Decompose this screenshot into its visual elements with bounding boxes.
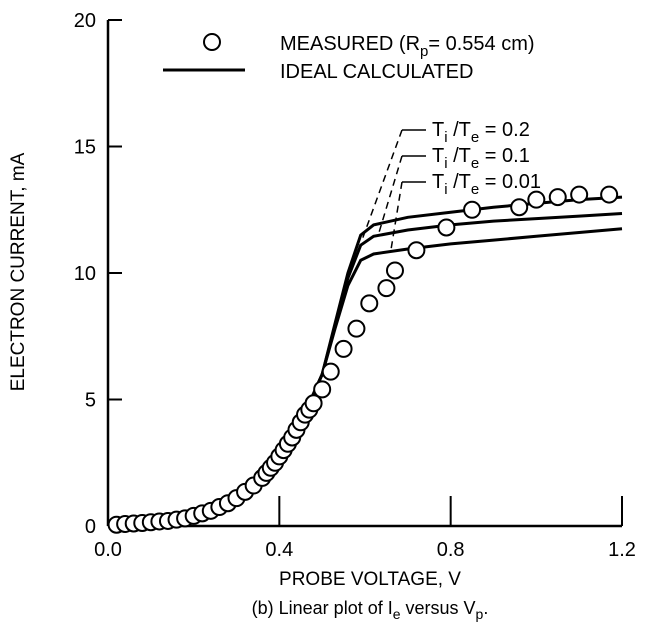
- measured-point: [570, 185, 589, 204]
- ideal-curve-2: [107, 212, 623, 528]
- measured-point: [527, 190, 546, 209]
- legend-ideal-label: IDEAL CALCULATED: [280, 61, 473, 83]
- y-tick-label: 0: [85, 516, 96, 538]
- annotation-leader: [389, 181, 403, 252]
- y-tick-label: 5: [85, 390, 96, 412]
- annotation-label: Ti /Te = 0.01: [432, 171, 541, 198]
- x-tick-label: 0.0: [94, 539, 122, 561]
- x-axis-label: PROBE VOLTAGE, V: [279, 569, 461, 590]
- measured-point: [321, 362, 340, 381]
- figure-caption: (b) Linear plot of Ie versus Vp.: [252, 598, 489, 622]
- ideal-curve-1: [107, 195, 623, 528]
- legend-marker-circle: [203, 33, 221, 51]
- x-tick-label: 0.8: [437, 539, 465, 561]
- measured-point: [510, 198, 529, 217]
- measured-point: [347, 319, 366, 338]
- x-tick-label: 0.4: [265, 539, 293, 561]
- y-tick-label: 15: [74, 137, 96, 159]
- y-tick-label: 20: [74, 10, 96, 32]
- x-tick-label: 1.2: [608, 539, 636, 561]
- measured-point: [304, 394, 323, 413]
- legend: MEASURED (Rp= 0.554 cm) IDEAL CALCULATED: [163, 33, 535, 83]
- measured-point: [377, 279, 396, 298]
- y-tick-label: 10: [74, 263, 96, 285]
- measured-point: [360, 294, 379, 313]
- annotation-label: Ti /Te = 0.1: [432, 145, 530, 172]
- legend-measured-label: MEASURED (Rp= 0.554 cm): [280, 33, 535, 60]
- measured-point: [600, 185, 619, 204]
- ideal-curve-3: [107, 227, 623, 528]
- annotation-label: Ti /Te = 0.2: [432, 119, 530, 146]
- measured-point: [385, 261, 404, 280]
- measured-point: [463, 200, 482, 219]
- measured-point: [407, 241, 426, 260]
- y-axis-label: ELECTRON CURRENT, mA: [8, 152, 29, 391]
- measured-point: [548, 188, 567, 207]
- annotation-leader: [377, 155, 403, 237]
- measured-point: [334, 339, 353, 358]
- measured-point: [313, 380, 332, 399]
- measured-point: [437, 218, 456, 237]
